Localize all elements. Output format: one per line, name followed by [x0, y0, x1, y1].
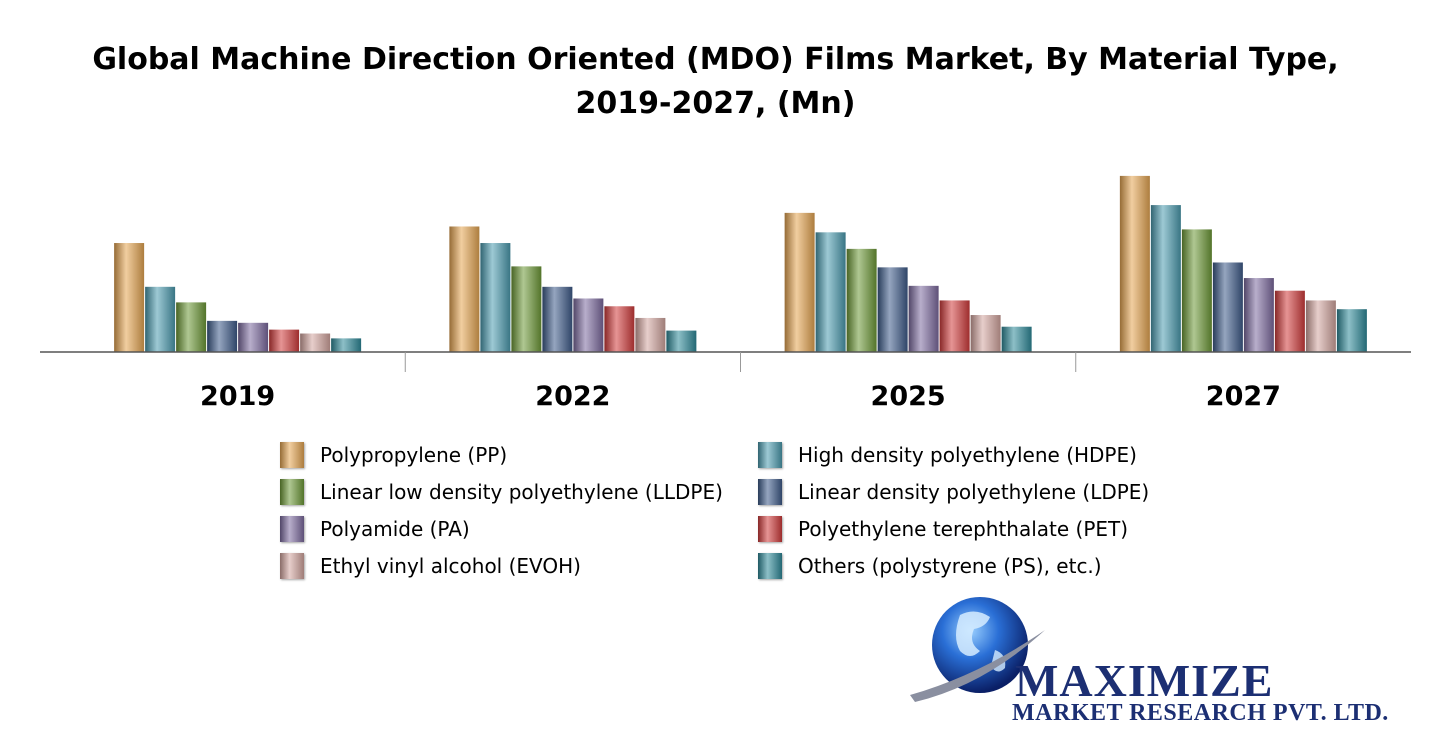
legend-item: Others (polystyrene (PS), etc.): [758, 551, 1102, 581]
x-tick-label: 2022: [535, 381, 610, 412]
logo-name: MAXIMIZE: [1015, 655, 1274, 706]
legend-label: Linear density polyethylene (LDPE): [798, 480, 1150, 504]
logo-subtitle: MARKET RESEARCH PVT. LTD.: [1012, 700, 1389, 726]
bar-2022-series-6: [604, 306, 635, 352]
legend-swatch: [280, 516, 304, 542]
bar-2027-series-7: [1305, 300, 1336, 352]
legend-item: Polyethylene terephthalate (PET): [758, 514, 1128, 544]
bar-2025-series-1: [784, 212, 815, 352]
bar-2019-series-1: [114, 243, 145, 352]
legend-item: Polypropylene (PP): [280, 440, 507, 470]
bar-2022-series-7: [635, 317, 666, 352]
bar-2027-series-4: [1212, 262, 1243, 352]
bar-2025-series-6: [939, 300, 970, 352]
legend-item: Ethyl vinyl alcohol (EVOH): [280, 551, 581, 581]
legend-swatch: [280, 479, 304, 505]
bar-2022-series-2: [480, 243, 511, 352]
bar-2027-series-2: [1150, 205, 1181, 352]
legend-swatch: [280, 442, 304, 468]
bar-2022-series-1: [449, 226, 480, 352]
x-tick-label: 2027: [1206, 381, 1281, 412]
legend-swatch: [758, 516, 782, 542]
bar-2019-series-6: [269, 329, 300, 352]
bar-2019-series-8: [331, 338, 362, 352]
legend-swatch: [758, 442, 782, 468]
legend-swatch: [758, 553, 782, 579]
bar-2022-series-5: [573, 298, 604, 352]
logo-globe-icon: [910, 597, 1045, 702]
legend-swatch: [758, 479, 782, 505]
bar-2027-series-3: [1181, 229, 1212, 352]
bar-2019-series-7: [300, 333, 331, 352]
bar-2019-series-3: [176, 302, 207, 352]
bar-chart: 2019 2022 2025 2027: [40, 175, 1411, 412]
x-axis-ticks: [404, 352, 1077, 372]
bar-2027-series-5: [1243, 278, 1274, 352]
bar-2027-series-1: [1119, 175, 1150, 352]
legend-label: Linear low density polyethylene (LLDPE): [320, 480, 723, 504]
bar-2019-series-5: [238, 322, 269, 352]
chart-title-line2: 2019-2027, (Mn): [575, 86, 856, 121]
bar-2022-series-3: [511, 266, 542, 352]
bar-2025-series-4: [877, 267, 908, 352]
bar-2027-series-8: [1336, 309, 1367, 352]
chart-title: Global Machine Direction Oriented (MDO) …: [0, 38, 1431, 126]
legend-label: Polyethylene terephthalate (PET): [798, 517, 1129, 541]
legend-item: High density polyethylene (HDPE): [758, 440, 1137, 470]
legend-label: Ethyl vinyl alcohol (EVOH): [320, 554, 581, 578]
x-tick-label: 2025: [871, 381, 946, 412]
bar-2022-series-4: [542, 286, 573, 352]
legend-item: Linear density polyethylene (LDPE): [758, 477, 1149, 507]
bar-2025-series-8: [1001, 326, 1032, 352]
legend-label: Others (polystyrene (PS), etc.): [798, 554, 1102, 578]
chart-title-line1: Global Machine Direction Oriented (MDO) …: [92, 42, 1339, 77]
bar-2025-series-3: [846, 248, 877, 352]
bar-2027-series-6: [1274, 290, 1305, 352]
legend-item: Linear low density polyethylene (LLDPE): [280, 477, 723, 507]
legend-item: Polyamide (PA): [280, 514, 470, 544]
bar-2019-series-2: [145, 286, 176, 352]
legend-label: High density polyethylene (HDPE): [798, 443, 1137, 467]
legend-swatch: [280, 553, 304, 579]
x-tick-label: 2019: [200, 381, 275, 412]
bar-group: [114, 175, 1367, 352]
bar-2025-series-2: [815, 232, 846, 352]
legend-label: Polyamide (PA): [320, 517, 470, 541]
bar-2025-series-5: [908, 285, 939, 352]
bar-2019-series-4: [207, 320, 238, 352]
legend-label: Polypropylene (PP): [320, 443, 508, 467]
x-axis-labels: 2019 2022 2025 2027: [200, 381, 1281, 412]
bar-2025-series-7: [970, 315, 1001, 352]
bar-2022-series-8: [666, 330, 697, 352]
